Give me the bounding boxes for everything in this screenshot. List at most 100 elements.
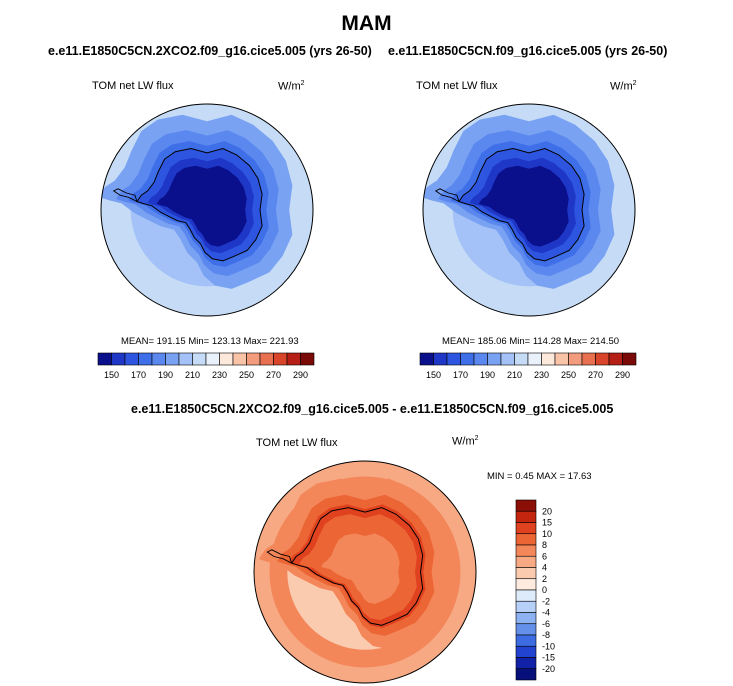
difference-variable-label: TOM net LW flux <box>256 437 338 449</box>
panel2-map-contour <box>478 165 569 247</box>
panel1-colorbar-tick-label: 290 <box>293 370 308 380</box>
panel1-colorbar-tick-label: 230 <box>212 370 227 380</box>
panel1-colorbar-swatch <box>273 352 288 366</box>
difference-colorbar-tick-label: -6 <box>542 619 550 629</box>
panel2-colorbar-swatch <box>419 352 434 366</box>
difference-colorbar-tick-label: -2 <box>542 596 550 606</box>
difference-colorbar-swatch <box>515 499 537 512</box>
difference-colorbar-tick-label: -8 <box>542 630 550 640</box>
panel2-colorbar-swatch <box>608 352 623 366</box>
panel2-map <box>422 103 636 317</box>
panel2-colorbar-tick-label: 150 <box>426 370 441 380</box>
panel2-colorbar-tick-label: 210 <box>507 370 522 380</box>
panel2-colorbar-swatch <box>433 352 448 366</box>
panel2-units-label: W/m2 <box>610 80 637 93</box>
panel2-colorbar-swatch <box>527 352 542 366</box>
panel1-map-field <box>101 104 313 316</box>
difference-colorbar-tick-label: 15 <box>542 518 552 528</box>
panel1-colorbar-swatch <box>124 352 139 366</box>
panel2-stats: MEAN= 185.06 Min= 114.28 Max= 214.50 <box>442 336 620 347</box>
panel2-colorbar-tick-label: 270 <box>588 370 603 380</box>
difference-colorbar-tick-label: 2 <box>542 574 547 584</box>
difference-map-border <box>253 460 477 684</box>
panel2-colorbar-swatch <box>460 352 475 366</box>
difference-colorbar-swatch <box>515 657 537 670</box>
panel1-variable-label: TOM net LW flux <box>92 80 174 92</box>
panel2-colorbar-swatch <box>500 352 515 366</box>
panel1-colorbar: 150 170 190 210 230 250 270 290 <box>97 352 315 380</box>
difference-colorbar-swatch <box>515 510 537 523</box>
panel1-colorbar-swatch <box>151 352 166 366</box>
difference-colorbar-swatch <box>515 612 537 625</box>
difference-colorbar-swatch <box>515 645 537 658</box>
difference-colorbar-tick-label: 10 <box>542 529 552 539</box>
panel2-colorbar-tick-label: 290 <box>615 370 630 380</box>
difference-colorbar-swatch <box>515 634 537 647</box>
panel1-colorbar-swatch <box>246 352 261 366</box>
panel1-map-border <box>100 103 314 317</box>
difference-map-coastline <box>290 507 424 626</box>
panel2-map-border <box>422 103 636 317</box>
panel1-colorbar-swatch <box>219 352 234 366</box>
difference-map-field <box>254 461 476 683</box>
panel2-colorbar-swatch <box>514 352 529 366</box>
panel1-colorbar-swatch <box>259 352 274 366</box>
difference-colorbar-swatch <box>515 623 537 636</box>
difference-colorbar-tick-label: 6 <box>542 551 547 561</box>
panel1-colorbar-swatch <box>286 352 301 366</box>
panel1-colorbar-swatch <box>300 352 315 366</box>
panel2-colorbar-swatch <box>622 352 637 366</box>
difference-colorbar-swatch <box>515 522 537 535</box>
difference-colorbar-tick-label: 0 <box>542 585 547 595</box>
panel1-units-label: W/m2 <box>278 80 305 93</box>
panel1-colorbar-tick-label: 210 <box>185 370 200 380</box>
panel2-colorbar-swatch <box>446 352 461 366</box>
difference-title: e.e11.E1850C5CN.2XCO2.f09_g16.cice5.005 … <box>131 402 614 416</box>
difference-colorbar-swatch <box>515 555 537 568</box>
difference-colorbar-tick-label: -20 <box>542 664 555 674</box>
panel1-map-coastline <box>136 147 263 262</box>
difference-colorbar-swatch <box>515 668 537 681</box>
panel1-colorbar-swatch <box>138 352 153 366</box>
difference-colorbar-swatch <box>515 589 537 602</box>
panel2-colorbar-swatch <box>581 352 596 366</box>
difference-colorbar-swatch <box>515 578 537 591</box>
panel1-map-contour <box>156 165 247 247</box>
difference-colorbar-swatch <box>515 600 537 613</box>
panel1-colorbar-swatch <box>178 352 193 366</box>
panel2-colorbar-swatch <box>541 352 556 366</box>
panel2-colorbar-swatch <box>595 352 610 366</box>
panel2-colorbar-tick-label: 170 <box>453 370 468 380</box>
difference-stats: MIN = 0.45 MAX = 17.63 <box>487 471 592 482</box>
difference-colorbar-tick-label: -4 <box>542 608 550 618</box>
panel1-colorbar-swatch <box>165 352 180 366</box>
season-title: MAM <box>341 12 392 35</box>
difference-colorbar-tick-label: 8 <box>542 540 547 550</box>
panel2-colorbar-tick-label: 230 <box>534 370 549 380</box>
panel1-colorbar-tick-label: 250 <box>239 370 254 380</box>
panel2-variable-label: TOM net LW flux <box>416 80 498 92</box>
difference-map <box>253 460 477 684</box>
panel2-map-field <box>423 104 635 316</box>
panel2-colorbar-swatch <box>568 352 583 366</box>
panel1-colorbar-tick-label: 170 <box>131 370 146 380</box>
panel1-colorbar-swatch <box>192 352 207 366</box>
panel2-colorbar-tick-label: 250 <box>561 370 576 380</box>
panel1-case-title: e.e11.E1850C5CN.2XCO2.f09_g16.cice5.005 … <box>48 44 372 58</box>
panel2-map-peninsula <box>434 188 460 203</box>
difference-map-peninsula <box>266 549 293 564</box>
panel2-colorbar-swatch <box>554 352 569 366</box>
difference-colorbar-swatch <box>515 533 537 546</box>
panel2-colorbar-tick-label: 190 <box>480 370 495 380</box>
panel2-map-coastline <box>458 147 585 262</box>
panel1-colorbar-swatch <box>97 352 112 366</box>
difference-colorbar-tick-label: -10 <box>542 641 555 651</box>
panel1-colorbar-tick-label: 190 <box>158 370 173 380</box>
difference-colorbar-swatch <box>515 544 537 557</box>
panel1-map-peninsula <box>112 188 138 203</box>
panel1-colorbar-tick-label: 150 <box>104 370 119 380</box>
panel1-colorbar-swatch <box>232 352 247 366</box>
panel2-colorbar: 150 170 190 210 230 250 270 290 <box>419 352 637 380</box>
panel1-colorbar-swatch <box>111 352 126 366</box>
panel1-map <box>100 103 314 317</box>
